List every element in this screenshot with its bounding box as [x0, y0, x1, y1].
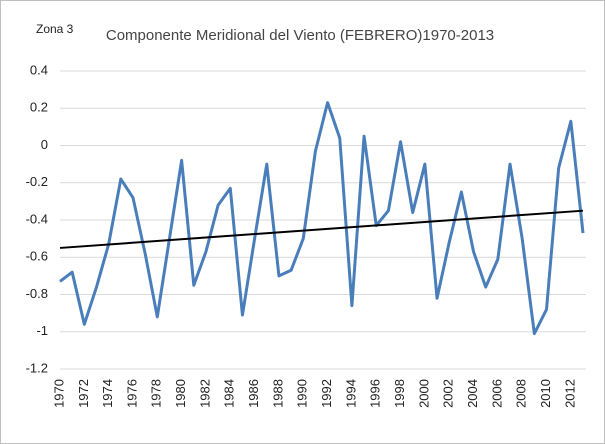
x-tick-label: 2002: [441, 379, 456, 408]
x-tick-label: 1988: [270, 379, 285, 408]
x-tick-label: 1976: [124, 379, 139, 408]
data-line: [59, 101, 585, 336]
x-tick-label: 1980: [173, 379, 188, 408]
trend-line: [59, 209, 584, 249]
x-tick-label: 1996: [368, 379, 383, 408]
x-tick-label: 1990: [295, 379, 310, 408]
x-tick-label: 1992: [319, 379, 334, 408]
x-tick-label: 1972: [76, 379, 91, 408]
y-tick-label: -1: [36, 323, 48, 338]
x-tick-label: 1970: [51, 379, 66, 408]
x-tick-label: 2000: [416, 379, 431, 408]
x-tick-label: 2004: [465, 379, 480, 408]
x-tick-label: 1986: [246, 379, 261, 408]
y-tick-label: -0.6: [26, 249, 48, 264]
x-tick-label: 1982: [197, 379, 212, 408]
y-tick-label: -0.8: [26, 286, 48, 301]
y-tick-label: -0.4: [26, 211, 48, 226]
x-tick-label: 1978: [149, 379, 164, 408]
y-tick-label: 0.2: [30, 100, 48, 115]
x-tick-label: 2010: [538, 379, 553, 408]
x-tick-label: 1994: [343, 379, 358, 408]
x-tick-label: 2012: [562, 379, 577, 408]
x-tick-label: 1984: [222, 379, 237, 408]
x-tick-label: 1998: [392, 379, 407, 408]
annotation: Zona 3: [36, 22, 74, 36]
y-tick-label: -0.2: [26, 174, 48, 189]
chart-title: Componente Meridional del Viento (FEBRER…: [106, 27, 494, 44]
y-tick-label: 0: [41, 137, 48, 152]
x-tick-label: 2008: [514, 379, 529, 408]
x-tick-label: 1974: [100, 379, 115, 408]
x-tick-label: 2006: [489, 379, 504, 408]
y-tick-label: 0.4: [30, 62, 48, 77]
y-tick-label: -1.2: [26, 360, 48, 375]
